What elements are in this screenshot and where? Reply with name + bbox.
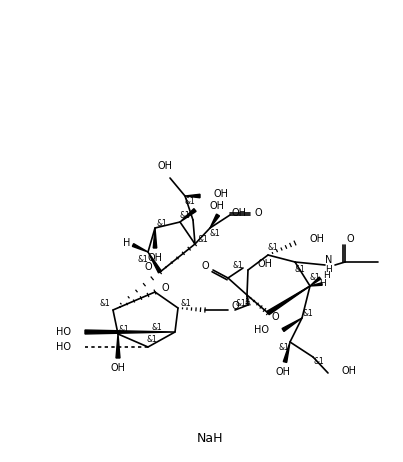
Text: HO: HO [56,327,71,337]
Polygon shape [85,330,175,334]
Text: HO: HO [56,342,71,352]
Text: &1: &1 [268,243,278,251]
Text: OH: OH [158,161,172,171]
Polygon shape [185,194,200,198]
Text: &1: &1 [310,274,320,282]
Text: H: H [319,280,325,288]
Text: H: H [123,238,131,248]
Text: OH: OH [309,234,324,244]
Text: OH: OH [147,253,162,263]
Text: &1: &1 [303,309,314,317]
Polygon shape [267,286,310,315]
Polygon shape [116,334,120,358]
Polygon shape [310,283,322,286]
Polygon shape [180,209,196,222]
Polygon shape [283,342,290,362]
Polygon shape [210,214,220,228]
Text: &1: &1 [118,324,129,334]
Text: &1: &1 [314,357,324,365]
Text: OH: OH [232,208,247,218]
Text: &1: &1 [295,265,305,274]
Text: OH: OH [214,189,229,199]
Text: O: O [271,312,279,322]
Text: O: O [254,208,262,218]
Text: O: O [161,283,169,293]
Text: NaH: NaH [197,432,223,444]
Text: &1: &1 [147,334,158,344]
Text: &1: &1 [236,298,246,308]
Text: OH: OH [342,366,357,376]
Text: &1: &1 [100,299,110,309]
Polygon shape [148,252,162,273]
Text: &1: &1 [185,196,195,206]
Text: &1: &1 [210,230,220,238]
Text: O: O [144,262,152,272]
Text: HO: HO [254,325,269,335]
Text: &1: &1 [138,255,148,265]
Text: O: O [201,261,209,271]
Text: OH: OH [110,363,125,373]
Text: O: O [231,301,239,311]
Text: &1: &1 [180,212,190,220]
Text: OH: OH [209,201,224,211]
Text: H: H [326,266,332,274]
Text: &1: &1 [181,298,191,308]
Text: N: N [325,255,333,265]
Text: &1: &1 [152,322,162,332]
Polygon shape [310,277,321,286]
Text: OH: OH [276,367,291,377]
Text: O: O [346,234,354,244]
Polygon shape [153,228,157,248]
Text: H: H [323,272,329,280]
Text: &1: &1 [278,344,289,353]
Text: OH: OH [257,259,272,269]
Polygon shape [132,243,148,252]
Text: &1: &1 [233,261,243,270]
Text: &1: &1 [157,219,167,227]
Text: &1: &1 [197,236,208,244]
Polygon shape [282,318,302,331]
